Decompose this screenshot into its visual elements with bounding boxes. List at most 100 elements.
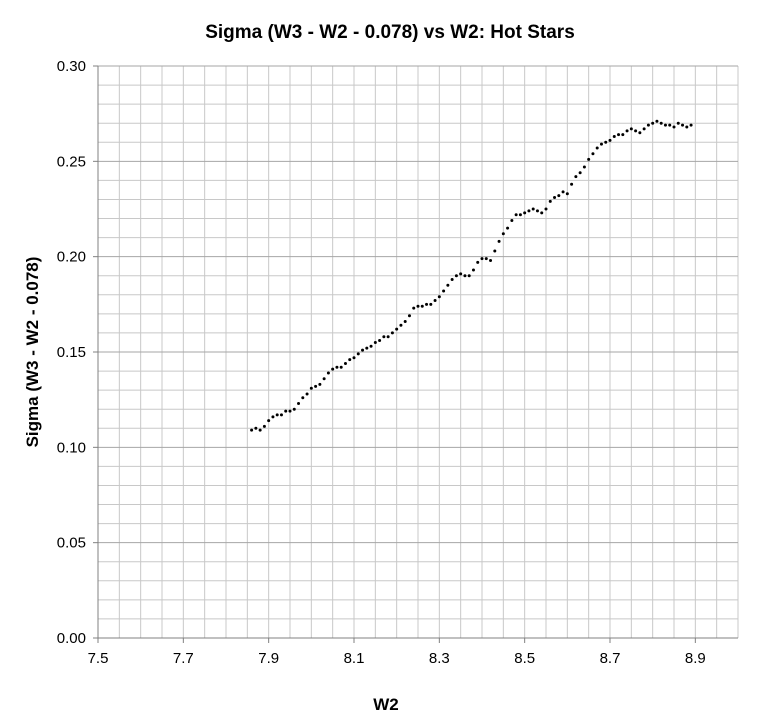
- data-point: [386, 335, 390, 339]
- data-point: [309, 386, 313, 390]
- data-point: [501, 232, 505, 236]
- data-point: [314, 384, 318, 388]
- data-point: [395, 327, 399, 331]
- data-point: [595, 146, 599, 150]
- data-point: [348, 358, 352, 362]
- data-point: [437, 295, 441, 299]
- data-point: [689, 123, 693, 127]
- data-point: [518, 213, 522, 217]
- x-tick-label: 8.9: [685, 650, 706, 667]
- data-point: [279, 413, 283, 417]
- x-tick-label: 8.5: [514, 650, 535, 667]
- tick-labels: 7.5 7.7 7.9 8.1 8.3 8.5 8.7 8.9 0.00 0.05 0.10 0.15…: [57, 58, 706, 667]
- y-tick-label: 0.20: [57, 249, 86, 266]
- data-point: [651, 121, 655, 125]
- data-point: [510, 218, 514, 222]
- data-point: [271, 415, 275, 419]
- data-point: [681, 123, 685, 127]
- data-point: [343, 361, 347, 365]
- data-point: [335, 365, 339, 369]
- data-point: [578, 171, 582, 175]
- data-point: [484, 257, 488, 261]
- x-axis-label: W2: [373, 695, 399, 714]
- data-point: [275, 413, 279, 417]
- data-point: [390, 331, 394, 335]
- data-point: [382, 335, 386, 339]
- data-point: [535, 209, 539, 213]
- x-tick-label: 8.7: [600, 650, 621, 667]
- data-point: [642, 127, 646, 131]
- data-point: [446, 283, 450, 287]
- data-point: [523, 211, 527, 215]
- data-point: [463, 274, 467, 278]
- data-point: [433, 299, 437, 303]
- data-point: [318, 382, 322, 386]
- data-point: [254, 426, 258, 430]
- y-tick-label: 0.25: [57, 153, 86, 170]
- data-point: [403, 319, 407, 323]
- data-point: [292, 407, 296, 411]
- data-point: [574, 175, 578, 179]
- data-point: [570, 182, 574, 186]
- data-point: [548, 199, 552, 203]
- y-tick-label: 0.00: [57, 630, 86, 647]
- axes: [93, 65, 738, 643]
- data-point: [531, 207, 535, 211]
- data-point: [339, 365, 343, 369]
- data-point: [356, 352, 360, 356]
- data-point: [540, 211, 544, 215]
- data-point: [659, 121, 663, 125]
- data-point: [369, 344, 373, 348]
- data-point: [361, 348, 365, 352]
- data-point: [250, 428, 254, 432]
- x-tick-label: 8.3: [429, 650, 450, 667]
- data-point: [621, 133, 625, 137]
- data-point: [365, 346, 369, 350]
- data-point: [262, 424, 266, 428]
- data-point: [471, 268, 475, 272]
- y-tick-label: 0.05: [57, 535, 86, 552]
- x-tick-label: 7.9: [258, 650, 279, 667]
- data-point: [258, 428, 262, 432]
- y-tick-label: 0.30: [57, 58, 86, 75]
- data-point: [565, 192, 569, 196]
- data-point: [612, 135, 616, 139]
- data-point: [331, 367, 335, 371]
- data-point: [450, 278, 454, 282]
- data-point: [629, 127, 633, 131]
- data-point: [442, 289, 446, 293]
- data-point: [591, 152, 595, 156]
- data-point: [288, 409, 292, 413]
- data-point: [582, 165, 586, 169]
- data-point: [553, 196, 557, 200]
- x-tick-label: 7.7: [173, 650, 194, 667]
- data-point: [267, 419, 271, 423]
- data-point: [587, 157, 591, 161]
- data-point: [663, 123, 667, 127]
- data-point: [412, 306, 416, 310]
- chart-title: Sigma (W3 - W2 - 0.078) vs W2: Hot Stars: [205, 22, 575, 43]
- data-point: [425, 302, 429, 306]
- grid: [97, 65, 739, 639]
- data-point: [326, 371, 330, 375]
- data-point: [454, 274, 458, 278]
- data-point: [599, 142, 603, 146]
- data-point: [625, 129, 629, 133]
- x-tick-label: 7.5: [88, 650, 109, 667]
- data-point: [416, 304, 420, 308]
- data-point: [527, 209, 531, 213]
- data-point: [352, 356, 356, 360]
- data-point: [322, 377, 326, 381]
- data-point: [420, 304, 424, 308]
- y-axis-label: Sigma (W3 - W2 - 0.078): [23, 257, 42, 448]
- data-point: [506, 226, 510, 230]
- data-point: [476, 260, 480, 264]
- data-point: [407, 314, 411, 318]
- data-point: [685, 125, 689, 129]
- data-point: [373, 340, 377, 344]
- data-point: [608, 138, 612, 142]
- data-point: [429, 302, 433, 306]
- data-point: [489, 258, 493, 262]
